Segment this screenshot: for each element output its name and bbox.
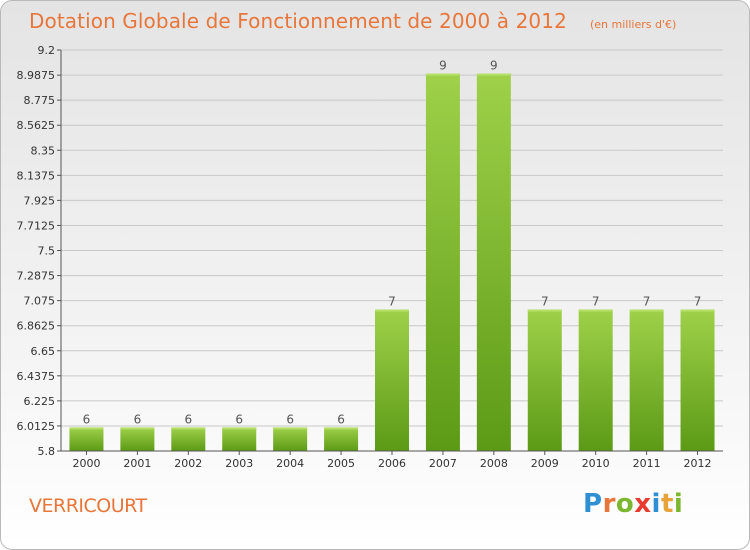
commune-name: VERRICOURT: [29, 495, 147, 517]
bar: [425, 73, 460, 452]
x-tick-label: 2001: [123, 457, 151, 470]
y-tick-label: 7.2875: [17, 270, 56, 283]
bar-highlight: [222, 427, 257, 430]
bar-highlight: [476, 73, 511, 76]
axis-layer: 5.8 6.0125 6.225 6.4375 6.65 6.8625 7.075 7.287…: [17, 44, 723, 470]
y-tick-label: 8.775: [24, 94, 56, 107]
data-label: 7: [694, 294, 702, 308]
bar: [171, 427, 206, 451]
bar-highlight: [69, 427, 104, 430]
x-tick-label: 2011: [633, 457, 661, 470]
data-label: 7: [541, 294, 549, 308]
bar-highlight: [425, 73, 460, 76]
proxiti-logo: Proxiti: [583, 489, 683, 519]
bar: [680, 309, 715, 451]
data-label: 6: [184, 412, 192, 426]
data-label: 6: [286, 412, 294, 426]
bar-highlight: [375, 309, 409, 312]
data-label: 7: [388, 294, 396, 308]
bar-highlight: [680, 309, 715, 312]
y-tick-label: 6.8625: [17, 320, 56, 333]
chart-subtitle: (en milliers d'€): [590, 18, 677, 31]
data-label: 7: [643, 294, 651, 308]
bar-highlight: [629, 309, 664, 312]
y-tick-label: 5.8: [38, 445, 56, 458]
y-tick-label: 7.925: [24, 194, 56, 207]
x-tick-label: 2008: [480, 457, 508, 470]
x-tick-label: 2009: [531, 457, 559, 470]
data-label: 9: [490, 59, 498, 73]
y-tick-label: 7.5: [38, 245, 56, 258]
logo-letter: P: [583, 489, 603, 519]
x-tick-label: 2006: [378, 457, 406, 470]
x-tick-label: 2010: [582, 457, 610, 470]
data-label: 6: [83, 412, 91, 426]
x-tick-label: 2003: [225, 457, 253, 470]
x-tick-label: 2002: [174, 457, 202, 470]
y-tick-label: 8.35: [31, 144, 56, 157]
y-tick-label: 9.2: [38, 44, 56, 57]
bar: [375, 309, 409, 451]
y-tick-label: 6.0125: [17, 420, 56, 433]
bar-highlight: [578, 309, 613, 312]
x-tick-label: 2007: [429, 457, 457, 470]
y-tick-label: 8.1375: [17, 169, 56, 182]
x-tick-label: 2005: [327, 457, 355, 470]
bar-highlight: [527, 309, 562, 312]
y-tick-label: 6.4375: [17, 370, 56, 383]
bar: [273, 427, 308, 451]
data-label: 6: [235, 412, 243, 426]
y-tick-label: 8.5625: [17, 119, 56, 132]
bar: [527, 309, 562, 451]
bar: [476, 73, 511, 452]
y-tick-label: 8.9875: [17, 69, 56, 82]
logo-letter: x: [634, 489, 652, 519]
logo-letter: t: [660, 489, 674, 519]
data-label: 9: [439, 59, 447, 73]
logo-letter: r: [602, 489, 616, 519]
data-label: 7: [592, 294, 600, 308]
bar-highlight: [120, 427, 155, 430]
title-block: Dotation Globale de Fonctionnement de 20…: [29, 9, 676, 33]
y-tick-label: 7.075: [24, 295, 56, 308]
bar-highlight: [324, 427, 359, 430]
y-tick-label: 7.7125: [17, 219, 56, 232]
bar-highlight: [171, 427, 206, 430]
logo-letter: o: [615, 489, 635, 519]
y-tick-label: 6.65: [31, 345, 56, 358]
logo-letter: i: [651, 489, 661, 519]
bar: [324, 427, 359, 451]
x-tick-label: 2012: [684, 457, 712, 470]
x-tick-label: 2004: [276, 457, 304, 470]
bar: [69, 427, 104, 451]
logo-letter: i: [673, 489, 684, 519]
bar: [578, 309, 613, 451]
bar-highlight: [273, 427, 308, 430]
data-label: 6: [337, 412, 345, 426]
data-label: 6: [134, 412, 142, 426]
bar: [629, 309, 664, 451]
x-tick-label: 2000: [72, 457, 100, 470]
bar: [222, 427, 257, 451]
bar: [120, 427, 155, 451]
y-tick-label: 6.225: [24, 395, 56, 408]
chart-title: Dotation Globale de Fonctionnement de 20…: [29, 9, 567, 33]
bar-layer: 6 6 6 6 6 6 7 9 9 7 7 7 7: [69, 59, 715, 452]
